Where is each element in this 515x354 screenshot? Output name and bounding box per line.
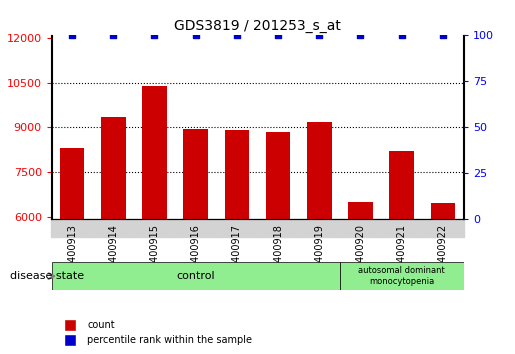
Point xyxy=(150,33,159,38)
Bar xyxy=(381,219,422,237)
Point xyxy=(398,33,406,38)
Bar xyxy=(340,219,381,237)
Bar xyxy=(93,219,134,237)
Legend: count, percentile rank within the sample: count, percentile rank within the sample xyxy=(56,316,256,349)
Bar xyxy=(175,219,216,237)
Bar xyxy=(307,121,332,354)
Text: autosomal dominant
monocytopenia: autosomal dominant monocytopenia xyxy=(358,267,445,286)
Text: disease state: disease state xyxy=(10,271,84,281)
Bar xyxy=(266,132,290,354)
Point xyxy=(68,33,76,38)
Point xyxy=(315,33,323,38)
Bar xyxy=(431,203,455,354)
Text: control: control xyxy=(176,271,215,281)
Point xyxy=(356,33,365,38)
Bar xyxy=(258,219,299,237)
Bar xyxy=(225,130,249,354)
Bar xyxy=(60,148,84,354)
Point xyxy=(192,33,200,38)
Point xyxy=(274,33,282,38)
Bar xyxy=(142,86,167,354)
Bar xyxy=(216,219,258,237)
Bar xyxy=(183,129,208,354)
Point xyxy=(109,33,117,38)
Point xyxy=(439,33,447,38)
FancyBboxPatch shape xyxy=(52,262,340,290)
FancyBboxPatch shape xyxy=(340,262,464,290)
Bar xyxy=(422,219,464,237)
Bar xyxy=(348,202,373,354)
Title: GDS3819 / 201253_s_at: GDS3819 / 201253_s_at xyxy=(174,19,341,33)
Bar xyxy=(389,151,414,354)
Point xyxy=(233,33,241,38)
Bar xyxy=(299,219,340,237)
Bar xyxy=(52,219,93,237)
Bar xyxy=(101,117,126,354)
Bar xyxy=(134,219,175,237)
